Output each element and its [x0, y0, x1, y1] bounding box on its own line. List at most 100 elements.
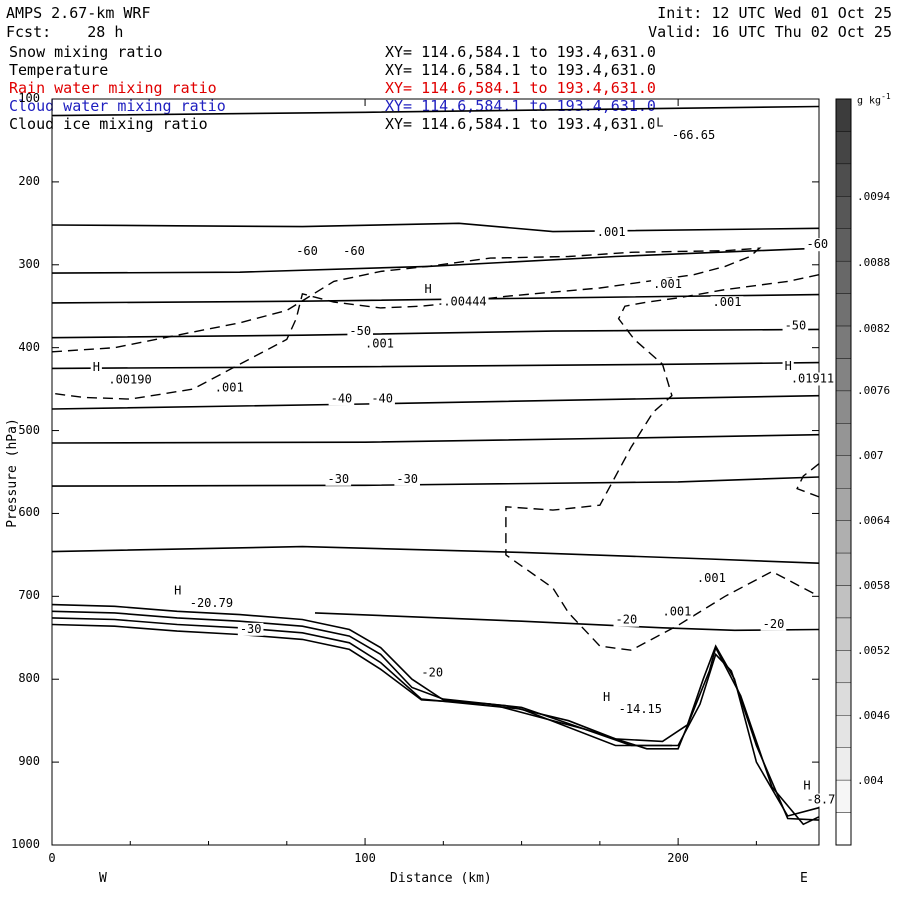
isotherm-line	[51, 328, 820, 339]
y-tick-label: 600	[18, 505, 40, 520]
contour-annotation: .001	[365, 337, 394, 351]
colorbar-segment	[835, 617, 852, 651]
annotation-bg	[616, 703, 664, 717]
annotation-bg	[212, 381, 246, 395]
isotherm-line	[51, 433, 820, 444]
colorbar-tick-label: .004	[857, 774, 884, 787]
near-surface-contour	[51, 603, 820, 817]
annotation-bg	[654, 116, 666, 130]
snow-mixing-contour	[51, 247, 762, 400]
contour-annotation: -60	[806, 237, 828, 251]
annotation-bg	[237, 622, 264, 636]
contour-annotation: L	[656, 115, 663, 129]
x-tick-label: 200	[667, 851, 689, 865]
annotation-bg	[651, 277, 684, 291]
annotation-bg	[804, 793, 838, 807]
isotherm-line	[51, 293, 820, 304]
annotation-bg	[600, 690, 613, 704]
legend-field-name: Snow mixing ratio	[9, 43, 163, 61]
colorbar-segment	[835, 163, 852, 197]
annotation-bg	[422, 282, 434, 296]
contour-annotation: -8.7	[806, 793, 835, 807]
legend-xy-range: XY= 114.6,584.1 to 193.4,631.0	[385, 61, 656, 79]
legend-field-name: Cloud water mixing ratio	[9, 97, 226, 115]
colorbar-segment	[835, 520, 852, 554]
colorbar-segment	[835, 260, 852, 294]
colorbar-unit-base: g kg	[857, 95, 882, 107]
y-tick-label: 400	[18, 339, 40, 354]
west-marker: W	[99, 871, 107, 886]
annotation-bg	[347, 325, 374, 339]
annotation-bg	[187, 597, 235, 611]
legend-xy-range: XY= 114.6,584.1 to 193.4,631.0	[385, 43, 656, 61]
contour-annotation: -50	[785, 318, 807, 332]
colorbar-segment	[835, 747, 852, 781]
colorbar-segment	[835, 715, 852, 748]
contour-annotation: .01911	[791, 371, 834, 385]
annotation-bg	[694, 572, 728, 586]
plot-frame	[51, 98, 820, 846]
legend-field-name: Temperature	[9, 61, 109, 79]
colorbar-unit: g kg-1	[857, 92, 891, 106]
contour-annotation: -40	[371, 391, 393, 405]
colorbar-tick-label: .0082	[857, 322, 891, 335]
near-surface-contour	[51, 623, 820, 826]
legend-field-name: Cloud ice mixing ratio	[9, 115, 208, 133]
contour-annotation: H	[93, 360, 100, 374]
annotation-bg	[782, 360, 794, 374]
colorbar-segment	[835, 98, 852, 132]
colorbar-segment	[835, 423, 852, 456]
annotation-bg	[325, 472, 352, 486]
init-time: Init: 12 UTC Wed 01 Oct 25	[657, 4, 892, 22]
annotation-bg	[782, 319, 809, 333]
isotherm-line	[51, 545, 820, 564]
colorbar-segment	[835, 325, 852, 359]
legend-field-name: Rain water mixing ratio	[9, 79, 217, 97]
colorbar-segment	[835, 650, 852, 684]
annotation-bg	[788, 372, 837, 386]
model-title: AMPS 2.67-km WRF	[6, 4, 151, 22]
isotherm-line	[51, 361, 820, 370]
colorbar-tick-label: .0076	[857, 384, 891, 397]
annotation-bg	[594, 225, 628, 239]
contour-annotation: -20.79	[190, 596, 233, 610]
annotation-bg	[90, 360, 102, 374]
annotation-bg	[369, 392, 395, 406]
contour-annotation: -20	[421, 666, 443, 680]
colorbar-tick-label: .0046	[857, 709, 891, 722]
colorbar-segment	[835, 358, 852, 392]
annotation-bg	[613, 613, 640, 627]
contour-annotation: -20	[616, 613, 638, 627]
forecast-hour: Fcst: 28 h	[6, 23, 124, 41]
contour-annotation: -14.15	[619, 702, 662, 716]
contour-annotation: -20	[763, 617, 785, 631]
colorbar-segment	[835, 390, 852, 424]
colorbar-tick-label: .0052	[857, 644, 891, 657]
contour-annotation: -60	[296, 244, 318, 258]
annotation-bg	[328, 392, 355, 406]
x-tick-label: 0	[48, 851, 56, 865]
x-tick-label: 100	[354, 851, 376, 865]
isotherm-line	[51, 247, 820, 274]
annotation-bg	[172, 584, 184, 598]
annotation-bg	[341, 244, 367, 258]
contour-annotation: H	[425, 282, 432, 296]
contour-annotation: H	[603, 690, 610, 704]
legend-xy-range: XY= 114.6,584.1 to 193.4,631.0	[385, 115, 656, 133]
y-tick-label: 800	[18, 671, 40, 686]
colorbar-segment	[835, 488, 852, 521]
isotherm-line	[314, 612, 820, 632]
annotation-bg	[363, 337, 396, 351]
colorbar-segment	[835, 552, 852, 586]
annotation-bg	[804, 238, 831, 252]
annotation-bg	[660, 605, 694, 619]
colorbar-segment	[835, 293, 852, 327]
y-tick-label: 300	[18, 256, 40, 271]
near-surface-contour	[51, 617, 820, 821]
colorbar-tick-label: .0094	[857, 190, 891, 203]
colorbar-segment	[835, 455, 852, 489]
snow-mixing-contour	[505, 274, 820, 651]
colorbar-segment	[835, 196, 852, 229]
colorbar-segment	[835, 779, 852, 813]
